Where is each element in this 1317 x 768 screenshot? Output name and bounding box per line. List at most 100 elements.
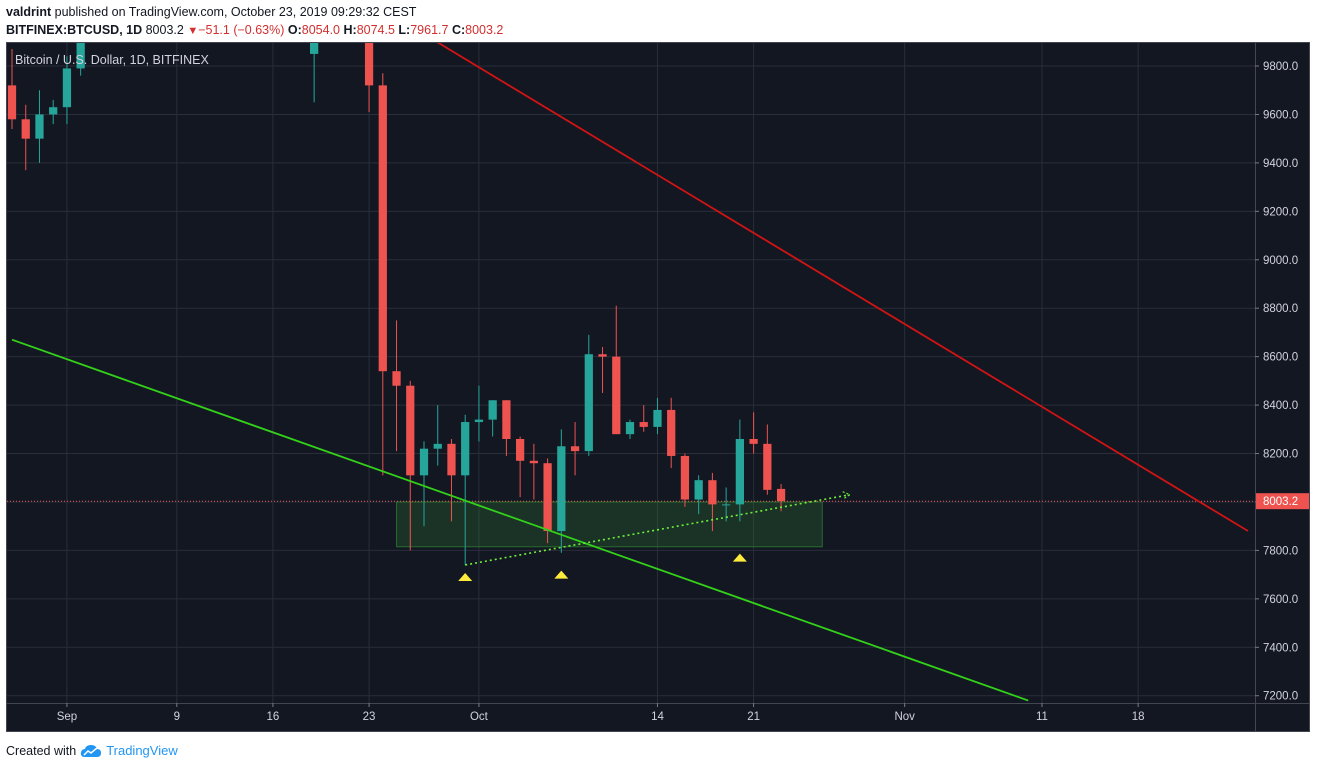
y-tick-label: 7800.0 [1263,545,1298,557]
candle [76,43,85,76]
candle-body [35,114,44,139]
y-tick-label: 7600.0 [1263,594,1298,606]
x-tick-label: 9 [174,711,180,723]
low-label: L: [398,23,411,37]
candle [310,43,319,103]
triangle-marker-icon [554,570,569,579]
candle [680,453,690,507]
high-label: H: [343,23,357,37]
candle [570,422,580,476]
candle [474,385,484,442]
candle-body [76,43,85,69]
symbol-info-bar: BITFINEX:BTCUSD, 1D 8003.2 ▼−51.1 (−0.63… [6,23,503,37]
candle [516,436,525,498]
y-tick-label: 8200.0 [1263,449,1298,461]
y-tick-label: 9000.0 [1263,255,1298,267]
candle-body [570,446,580,452]
triangle-marker-icon [732,553,747,562]
candle [598,346,607,393]
candle [502,400,511,456]
candle [529,443,538,500]
x-tick-label: Nov [894,711,915,723]
tradingview-cloud-icon [81,744,102,757]
y-tick-label: 9200.0 [1263,206,1298,218]
symbol-label: BITFINEX:BTCUSD, 1D [6,23,143,37]
candle [62,56,72,125]
candle-body [447,443,456,476]
current-price-badge [1256,493,1309,510]
x-tick-label: 11 [1036,711,1048,723]
y-tick-label: 7400.0 [1263,642,1298,654]
candle-body [62,68,72,108]
candle [392,320,401,452]
candle [488,400,497,437]
candle-body [584,354,593,452]
candle [35,90,44,163]
price-chart[interactable]: Bitcoin / U.S. Dollar, 1D, BITFINEX 7200.… [7,43,1309,731]
author-name[interactable]: valdrint [6,5,52,19]
candle-body [21,119,30,139]
candle [7,49,17,129]
x-tick-label: 23 [363,711,376,723]
y-tick-label: 9800.0 [1263,61,1298,73]
y-tick-label: 8400.0 [1263,400,1298,412]
last-price: 8003.2 [145,23,184,37]
trend-line-rising-dotted [465,493,850,566]
candle-body [392,371,401,386]
candle [708,472,717,532]
candle-body [694,480,703,500]
candle-body [557,446,566,532]
y-tick-label: 7200.0 [1263,691,1298,703]
candle [694,475,703,515]
published-text: published on TradingView.com, October 23… [54,5,417,19]
candle [749,412,758,454]
candle [49,99,58,125]
chart-background [7,43,1309,731]
candle-body [763,443,772,490]
y-tick-label: 9400.0 [1263,158,1298,170]
trend-line-resistance [436,43,1249,532]
y-tick-label: 9600.0 [1263,109,1298,121]
open-value: 8054.0 [301,23,340,37]
high-value: 8074.5 [356,23,395,37]
candle-body [625,422,635,435]
candle [21,104,30,171]
candle-body [735,439,744,505]
candle-body [639,422,648,427]
candle-body [529,460,538,464]
x-tick-label: 21 [747,711,760,723]
tradingview-brand[interactable]: TradingView [106,743,178,758]
x-tick-label: Oct [470,711,489,723]
publish-info: valdrint published on TradingView.com, O… [6,5,416,19]
candle-body [667,409,676,456]
candle [378,73,387,476]
price-change: −51.1 (−0.63%) [198,23,285,37]
candle-body [598,354,607,357]
down-arrow-icon: ▼ [187,25,199,37]
candle-body [776,488,786,502]
candle [763,424,772,495]
open-label: O: [287,23,302,37]
support-zone [396,501,823,548]
chart-title: Bitcoin / U.S. Dollar, 1D, BITFINEX [15,53,209,67]
candle-body [680,455,690,500]
candle-body [419,448,429,476]
x-tick-label: Sep [57,711,77,723]
candle [625,419,635,439]
candle [406,380,415,551]
low-value: 7961.7 [410,23,449,37]
candle-body [433,443,442,449]
close-value: 8003.2 [465,23,504,37]
candle [612,305,621,435]
candle [419,441,429,527]
y-tick-label: 8600.0 [1263,352,1298,364]
trend-arrow-icon [842,491,851,500]
candle [364,43,374,113]
candle [447,439,456,522]
trend-line-support [11,338,1029,702]
candle [667,397,676,469]
x-tick-label: 18 [1132,711,1145,723]
x-tick-label: 14 [651,711,664,723]
candle-body [406,385,415,476]
candle-body [502,400,511,439]
